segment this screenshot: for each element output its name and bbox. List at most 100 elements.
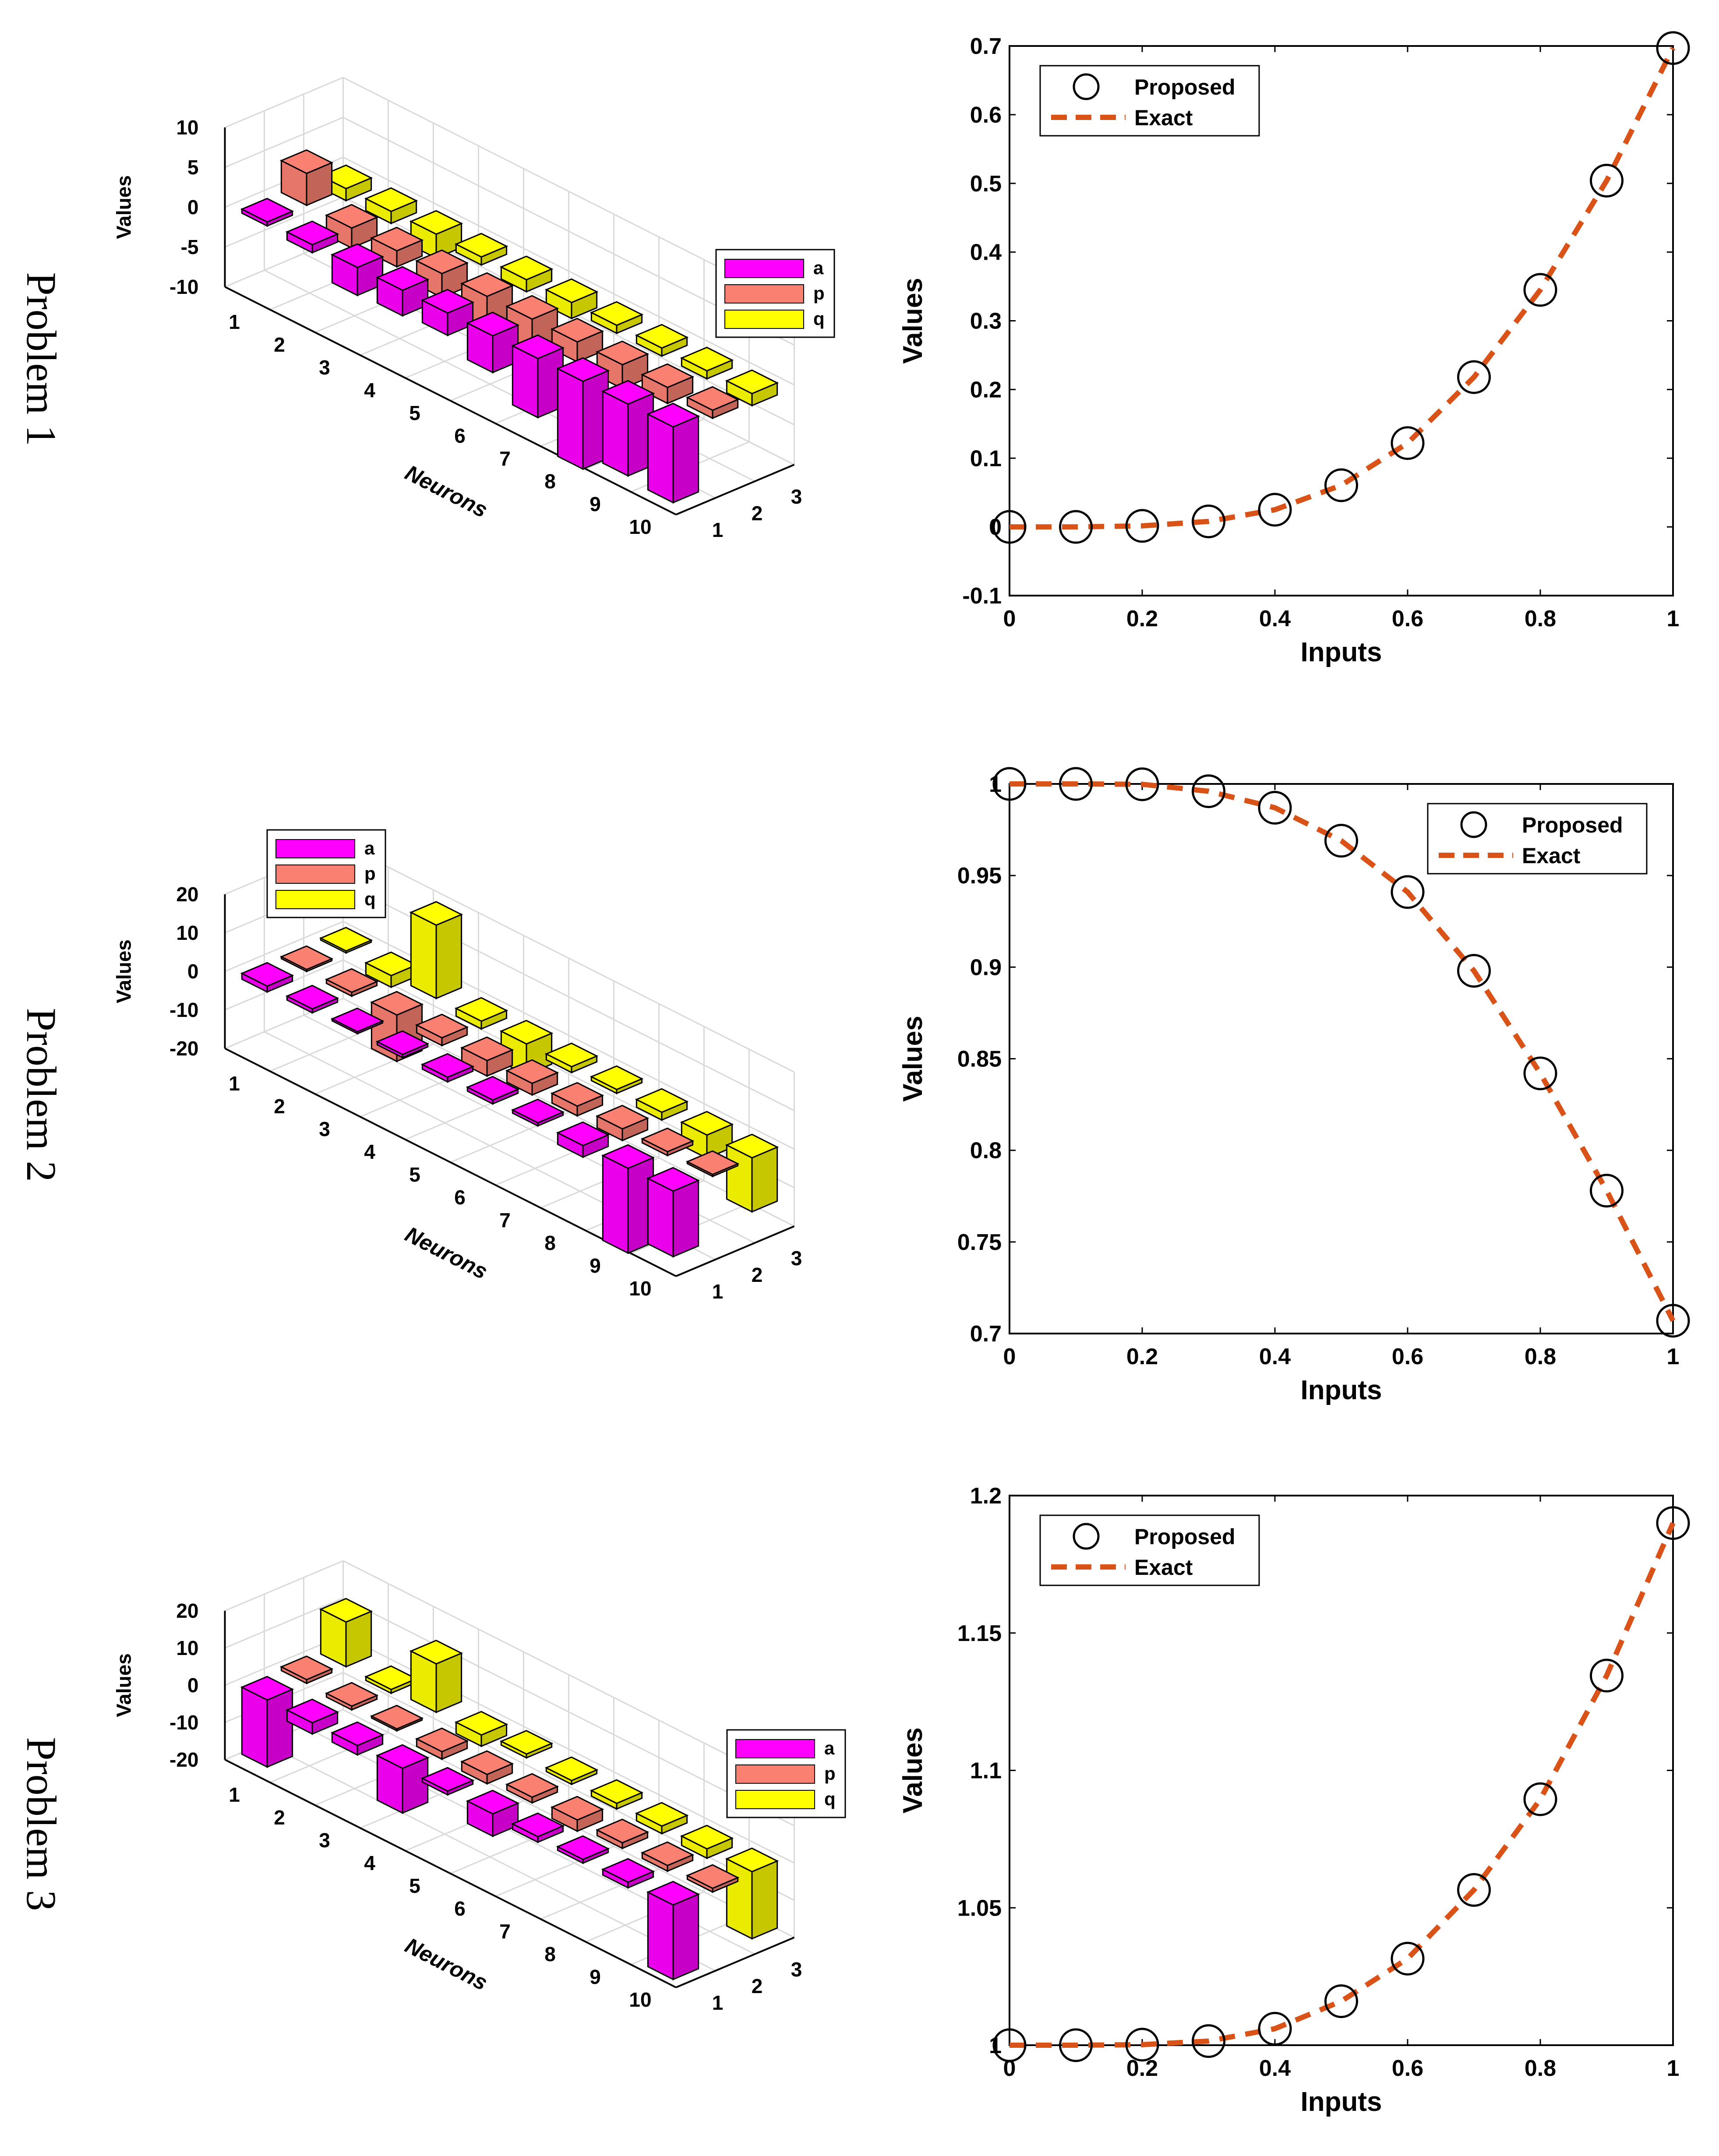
bar-front-face [602,1154,629,1254]
value-tick-label: 0 [187,1674,199,1697]
value-tick-label: -10 [169,1711,198,1734]
bar-q-neuron-4 [454,997,508,1030]
value-axis-title: Values [113,939,135,1003]
bar-top-face [589,1065,644,1090]
bar-top-face [370,991,424,1016]
y-axis-title-group: Values [898,1727,928,1813]
bar-a-neuron-9 [601,1858,655,1889]
neuron-tick-label: 6 [454,1897,466,1920]
legend-label-p: p [364,863,376,884]
x-axis-title: Inputs [1301,637,1382,667]
proposed-point [1457,1873,1491,1907]
series-axis-line [675,464,795,515]
x-tick-label: 0.6 [1392,2056,1423,2081]
bar-top-face [415,1013,469,1039]
series-tick-label: 3 [791,485,802,508]
x-axis-title: Inputs [1301,1375,1382,1405]
bar-p-neuron-1 [279,945,334,973]
value-axis-title-group: Values [113,939,135,1003]
bar-top-face [240,962,294,987]
bar-top-face [279,1655,334,1680]
bar-a-neuron-8 [556,357,610,470]
series-tick-label: 3 [791,1247,802,1270]
bar-q-neuron-7 [589,1065,644,1094]
value-tick-label: 10 [176,921,198,944]
proposed-point [1457,954,1491,988]
neuron-tick-label: 8 [544,1943,556,1965]
neuron-tick-label: 2 [274,1095,285,1118]
bar-p-neuron-3 [370,226,424,268]
value-tick-label: 0 [187,196,199,219]
bar-top-face [635,1088,689,1113]
bar-p-neuron-6 [505,1773,559,1804]
bar3d-bars [240,149,779,504]
neuron-tick-label: 9 [589,1965,601,1988]
neuron-tick-label: 10 [629,515,651,538]
neuron-tick-label: 8 [544,1231,556,1254]
bar-q-neuron-5 [499,255,554,293]
bar-a-neuron-9 [601,1144,655,1254]
bar-top-face [370,226,424,252]
neuron-tick-label: 2 [274,1806,285,1829]
legend-label-a: a [824,1738,835,1758]
proposed-point [1523,1782,1557,1816]
bar-top-face [505,295,559,320]
bar-a-neuron-10 [646,1167,700,1258]
bar-p-neuron-1 [279,149,334,207]
x-tick-label: 0.6 [1392,606,1423,632]
bar-top-face [499,1020,554,1045]
bar-front-face [241,1686,268,1768]
bar-q-neuron-8 [635,324,689,357]
y-axis-title: Values [898,278,928,363]
y-tick-label: 0.7 [970,34,1002,59]
legend-label-q: q [364,889,376,909]
value-tick-label: -5 [181,236,199,258]
bar-top-face [285,984,339,1010]
bar-top-face [505,1773,559,1798]
y-tick-label: 0.95 [957,863,1002,889]
bar-front-face [647,413,674,504]
bar-q-neuron-4 [454,1711,508,1747]
neuron-tick-label: 4 [364,1852,375,1874]
proposed-point [1125,2028,1159,2062]
line-legend: Proposed Exact [1039,1514,1260,1586]
bar-p-neuron-7 [550,1082,604,1117]
bar-top-face [685,386,740,411]
proposed-point [1656,31,1690,65]
y-tick-label: 1.1 [970,1758,1002,1784]
bar-top-face [595,340,649,366]
bar-q-neuron-5 [499,1730,554,1759]
neuron-tick-label: 6 [454,424,466,447]
legend-label-proposed: Proposed [1134,75,1235,99]
bar-top-face [330,1721,385,1747]
x-tick-label: 0.4 [1259,1344,1291,1369]
bar-q-neuron-7 [589,1779,644,1810]
bar-p-neuron-4 [415,249,469,299]
bar3d-legend: apq [266,829,386,918]
wall-gridline [224,959,795,1189]
y-tick-label: 0.5 [970,171,1002,197]
bar-q-neuron-7 [589,301,644,335]
proposed-point [1192,2024,1225,2058]
row-label-problem-1: Problem 1 [18,272,65,446]
x-tick-label: 0.8 [1525,2056,1556,2081]
y-tick-label: 0.7 [970,1321,1002,1347]
x-tick-label: 1 [1667,2056,1680,2081]
bar-a-neuron-1 [240,198,294,227]
plot-area [1009,45,1674,596]
bar3d-legend: apq [726,1729,846,1818]
line-chart-2: 0 0.2 0.4 0.6 0.8 10.70.750.80.850.90.951Inpu… [898,767,1690,1405]
legend-swatch-q [724,310,804,329]
bar-q-neuron-1 [319,927,373,954]
legend-box [1039,1514,1260,1586]
legend-swatch-q [735,1790,815,1809]
proposed-point [1059,2028,1093,2062]
wall-gridline [224,116,795,346]
proposed-point [1324,824,1358,858]
neuron-tick-label: 7 [499,447,511,470]
bar-q-neuron-9 [680,1824,734,1860]
bar-side-face [435,913,462,999]
bar-top-face [595,1818,649,1844]
bar-q-neuron-3 [409,210,463,259]
y-axis-title: Values [898,1727,928,1813]
